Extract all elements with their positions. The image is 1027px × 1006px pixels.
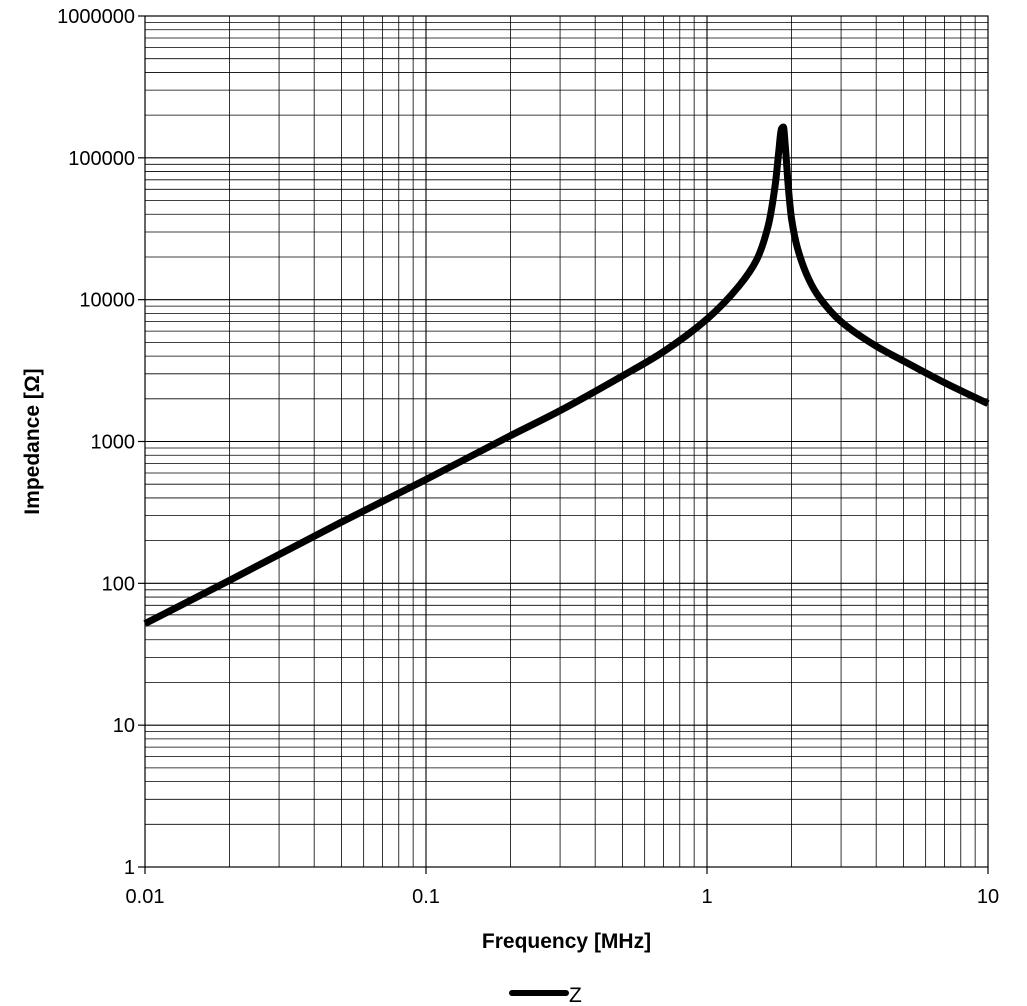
y-tick-label: 100000 xyxy=(68,148,135,170)
x-tick-label: 0.1 xyxy=(412,886,440,908)
y-tick-label: 1000000 xyxy=(57,6,135,28)
y-tick-label: 10000 xyxy=(79,290,135,312)
grid xyxy=(145,16,988,867)
y-tick-label: 100 xyxy=(102,573,135,595)
x-tick-label: 10 xyxy=(977,886,999,908)
x-tick-label: 0.01 xyxy=(126,886,165,908)
x-tick-label: 1 xyxy=(701,886,712,908)
series-line-z xyxy=(143,123,990,627)
x-axis-title: Frequency [MHz] xyxy=(482,930,651,953)
y-tick-label: 1000 xyxy=(91,432,136,454)
y-axis-title: Impedance [Ω] xyxy=(21,368,44,514)
legend: Z xyxy=(509,984,582,1006)
y-tick-label: 10 xyxy=(113,715,135,737)
axis-ticks: 0.01 0.1 1 10 1 10 100 1000 10000 100000 1000000 xyxy=(57,6,999,908)
y-tick-label: 1 xyxy=(124,857,135,879)
legend-label-z: Z xyxy=(569,984,582,1006)
series-group xyxy=(143,123,990,627)
